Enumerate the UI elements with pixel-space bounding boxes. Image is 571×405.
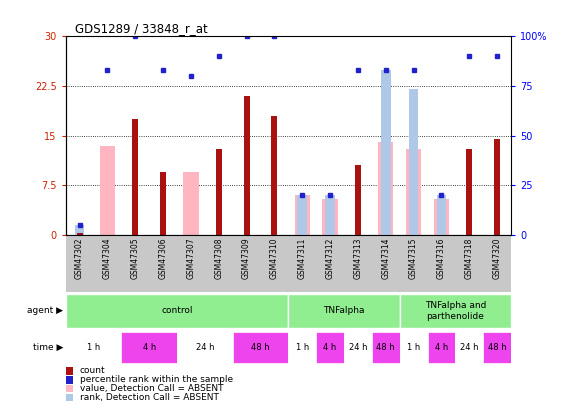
Text: 4 h: 4 h xyxy=(143,343,156,352)
Bar xyxy=(434,198,449,235)
Bar xyxy=(288,294,400,328)
Bar xyxy=(271,116,278,235)
Bar xyxy=(75,225,85,235)
Bar xyxy=(122,332,177,363)
Text: rank, Detection Call = ABSENT: rank, Detection Call = ABSENT xyxy=(80,393,219,402)
Bar xyxy=(406,149,421,235)
Bar xyxy=(409,90,419,235)
Bar xyxy=(467,149,472,235)
Bar xyxy=(323,198,338,235)
Text: GSM47308: GSM47308 xyxy=(214,238,223,279)
Text: GDS1289 / 33848_r_at: GDS1289 / 33848_r_at xyxy=(75,22,207,35)
Bar xyxy=(400,332,428,363)
Text: GSM47305: GSM47305 xyxy=(131,238,140,279)
Text: GSM47307: GSM47307 xyxy=(186,238,195,279)
Text: TNFalpha and
parthenolide: TNFalpha and parthenolide xyxy=(425,301,486,320)
Bar xyxy=(233,332,288,363)
Text: 4 h: 4 h xyxy=(324,343,337,352)
Text: GSM47315: GSM47315 xyxy=(409,238,418,279)
Bar xyxy=(344,332,372,363)
Text: GSM47318: GSM47318 xyxy=(465,238,474,279)
Bar xyxy=(316,332,344,363)
Bar xyxy=(355,165,361,235)
Bar xyxy=(77,233,83,235)
Text: 1 h: 1 h xyxy=(407,343,420,352)
Bar xyxy=(288,332,316,363)
Bar xyxy=(244,96,250,235)
Bar xyxy=(132,119,138,235)
Bar xyxy=(400,294,511,328)
Text: GSM47302: GSM47302 xyxy=(75,238,84,279)
Text: percentile rank within the sample: percentile rank within the sample xyxy=(80,375,233,384)
Text: GSM47304: GSM47304 xyxy=(103,238,112,279)
Text: 48 h: 48 h xyxy=(251,343,270,352)
Text: GSM47306: GSM47306 xyxy=(159,238,168,279)
Text: GSM47311: GSM47311 xyxy=(297,238,307,279)
Text: 1 h: 1 h xyxy=(296,343,309,352)
Bar xyxy=(381,70,391,235)
Bar xyxy=(177,332,233,363)
Text: 48 h: 48 h xyxy=(488,343,506,352)
Bar xyxy=(428,332,456,363)
Bar xyxy=(66,294,288,328)
Text: TNFalpha: TNFalpha xyxy=(323,306,365,315)
Bar xyxy=(297,195,307,235)
Text: 1 h: 1 h xyxy=(87,343,100,352)
Text: time ▶: time ▶ xyxy=(33,343,63,352)
Text: GSM47314: GSM47314 xyxy=(381,238,391,279)
Text: 48 h: 48 h xyxy=(376,343,395,352)
Text: agent ▶: agent ▶ xyxy=(27,306,63,315)
Text: 4 h: 4 h xyxy=(435,343,448,352)
Bar xyxy=(483,332,511,363)
Text: value, Detection Call = ABSENT: value, Detection Call = ABSENT xyxy=(80,384,223,393)
Text: GSM47320: GSM47320 xyxy=(493,238,502,279)
Text: GSM47313: GSM47313 xyxy=(353,238,363,279)
Bar xyxy=(216,149,222,235)
Text: GSM47310: GSM47310 xyxy=(270,238,279,279)
Text: 24 h: 24 h xyxy=(349,343,367,352)
Bar xyxy=(183,172,199,235)
Text: GSM47309: GSM47309 xyxy=(242,238,251,279)
Text: 24 h: 24 h xyxy=(196,343,214,352)
Bar xyxy=(160,172,166,235)
Text: count: count xyxy=(80,367,106,375)
Bar xyxy=(372,332,400,363)
Text: control: control xyxy=(161,306,193,315)
Text: GSM47316: GSM47316 xyxy=(437,238,446,279)
Bar xyxy=(100,145,115,235)
Bar xyxy=(378,142,393,235)
Bar xyxy=(325,195,335,235)
Bar xyxy=(66,332,122,363)
Bar xyxy=(295,195,310,235)
Bar xyxy=(494,139,500,235)
Bar xyxy=(456,332,483,363)
Text: GSM47312: GSM47312 xyxy=(325,238,335,279)
Bar xyxy=(437,195,447,235)
Text: 24 h: 24 h xyxy=(460,343,478,352)
